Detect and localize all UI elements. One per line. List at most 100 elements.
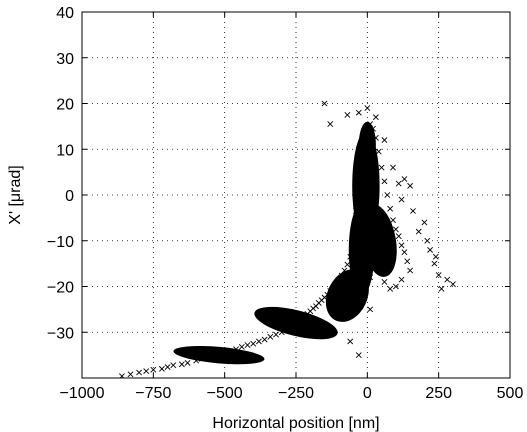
data-point: [273, 331, 279, 338]
data-point: [395, 180, 402, 187]
data-point: [407, 182, 414, 189]
y-tick-label: 40: [56, 5, 74, 22]
data-point: [204, 354, 211, 361]
data-point: [351, 233, 358, 240]
data-point: [421, 219, 428, 226]
data-point: [354, 192, 361, 198]
x-tick-label: 0: [363, 385, 372, 402]
data-point: [398, 196, 405, 203]
x-axis-label: Horizontal position [nm]: [212, 415, 379, 432]
data-point: [367, 306, 374, 313]
data-point: [341, 267, 348, 274]
data-point: [164, 364, 171, 370]
data-point: [358, 224, 365, 230]
data-point: [278, 329, 285, 336]
data-point: [360, 237, 366, 244]
data-point: [347, 338, 354, 345]
data-point: [384, 192, 391, 198]
data-point: [150, 366, 157, 373]
data-point: [384, 262, 391, 269]
data-point: [244, 342, 251, 348]
data-point: [398, 242, 405, 249]
y-tick-label: −10: [47, 234, 74, 251]
data-point: [353, 187, 359, 194]
data-point: [338, 272, 345, 279]
data-point: [216, 351, 222, 358]
data-point: [390, 256, 396, 262]
data-point: [344, 261, 351, 268]
data-point: [404, 258, 411, 265]
data-point: [293, 320, 299, 327]
data-point: [438, 285, 445, 292]
data-point: [335, 277, 342, 284]
data-point: [143, 368, 150, 375]
data-point: [233, 346, 239, 353]
data-point: [347, 253, 354, 260]
data-point: [250, 340, 257, 347]
data-point: [370, 253, 376, 260]
y-tick-label: 0: [65, 188, 74, 205]
data-point: [227, 348, 234, 354]
data-point: [432, 253, 439, 260]
data-point: [170, 362, 177, 369]
data-point: [381, 279, 388, 285]
data-point: [378, 164, 385, 171]
data-point: [353, 221, 359, 228]
data-point: [424, 237, 431, 244]
data-point: [350, 244, 356, 251]
data-point: [401, 249, 408, 256]
data-point: [255, 338, 262, 345]
y-tick-label: −30: [47, 325, 74, 342]
data-point: [390, 217, 396, 224]
data-point: [392, 226, 399, 233]
data-point: [375, 148, 382, 155]
data-point: [354, 176, 361, 182]
data-point: [353, 208, 359, 214]
tick-marks: [81, 11, 511, 378]
y-tick-label: 20: [56, 97, 74, 114]
data-point: [261, 336, 268, 343]
data-point: [284, 326, 291, 332]
data-point: [415, 228, 422, 235]
data-point: [372, 114, 379, 121]
x-tick-label: −500: [207, 385, 243, 402]
x-tick-label: 500: [497, 385, 524, 402]
data-point: [238, 343, 245, 350]
data-point: [178, 361, 185, 368]
data-point: [381, 137, 388, 144]
data-point: [327, 121, 334, 128]
point-cloud-core: [173, 346, 265, 365]
data-point: [410, 208, 416, 214]
x-tick-labels: −1000 −750 −500 −250 0 250 500: [60, 385, 524, 402]
data-point: [158, 365, 165, 372]
data-point: [357, 198, 364, 205]
data-point: [333, 281, 339, 288]
data-point: [387, 205, 394, 212]
data-point: [381, 178, 388, 185]
data-point: [370, 192, 376, 198]
data-point: [435, 272, 442, 278]
point-cloud: [173, 121, 397, 365]
data-point: [398, 276, 405, 283]
data-point: [375, 267, 382, 274]
data-point: [136, 369, 142, 376]
data-point: [381, 237, 388, 244]
data-point: [387, 285, 394, 292]
x-tick-label: −750: [135, 385, 171, 402]
x-tick-label: −1000: [60, 385, 105, 402]
data-point: [427, 246, 434, 253]
data-point: [401, 176, 408, 182]
data-point: [395, 233, 402, 240]
data-point: [431, 260, 438, 267]
x-tick-label: −250: [278, 385, 314, 402]
data-point: [364, 240, 371, 246]
data-point: [364, 128, 371, 134]
data-point: [321, 100, 328, 107]
data-point: [193, 357, 200, 364]
y-axis-label: X' [μrad]: [7, 165, 24, 224]
point-cloud-core: [358, 121, 376, 168]
data-point: [361, 137, 368, 144]
data-point: [392, 283, 399, 290]
